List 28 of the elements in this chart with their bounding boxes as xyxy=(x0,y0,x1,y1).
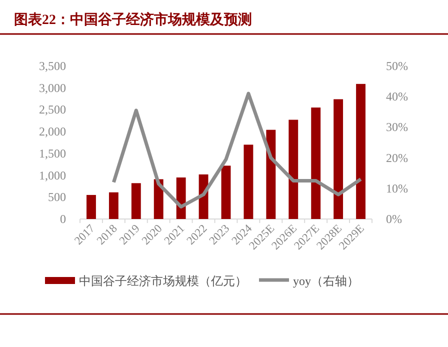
bar xyxy=(244,144,254,219)
y2-tick-label: 30% xyxy=(386,120,408,134)
y2-tick-label: 10% xyxy=(386,181,408,196)
bar xyxy=(311,108,321,219)
bar xyxy=(131,183,141,219)
bar xyxy=(266,130,276,219)
y-tick-label: 1,000 xyxy=(39,168,66,182)
bar xyxy=(356,84,366,219)
y2-tick-label: 20% xyxy=(386,150,408,165)
y-tick-label: 0 xyxy=(60,212,66,226)
bar xyxy=(86,194,96,219)
bar xyxy=(288,120,298,219)
y-tick-label: 3,500 xyxy=(39,59,66,73)
bar xyxy=(334,99,344,219)
y-tick-label: 1,500 xyxy=(39,146,66,160)
legend-label: yoy（右轴） xyxy=(293,274,359,288)
y2-tick-label: 40% xyxy=(386,90,408,104)
legend-label: 中国谷子经济市场规模（亿元） xyxy=(79,274,247,288)
title: 图表22：中国谷子经济市场规模及预测 xyxy=(14,13,252,28)
bar xyxy=(108,192,118,219)
y-tick-label: 500 xyxy=(48,190,66,204)
y-tick-label: 2,000 xyxy=(39,124,66,139)
y2-tick-label: 0% xyxy=(386,212,402,226)
y-tick-label: 3,000 xyxy=(39,80,66,95)
bar xyxy=(176,177,186,219)
y2-tick-label: 50% xyxy=(386,59,408,73)
y-tick-label: 2,500 xyxy=(39,102,66,117)
bar xyxy=(221,166,231,219)
